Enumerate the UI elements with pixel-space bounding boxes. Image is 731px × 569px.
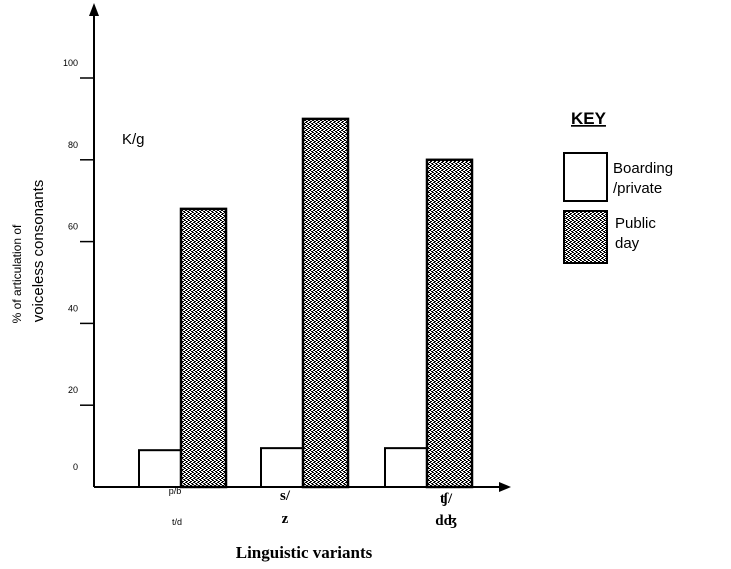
bar-public-day-1 bbox=[179, 207, 228, 489]
x-tick-label-2-line2: z bbox=[282, 511, 289, 527]
legend-swatch-boarding-private bbox=[563, 152, 608, 202]
y-tick-label-100: 100 bbox=[63, 58, 78, 68]
y-axis-label-line2: voiceless consonants bbox=[30, 180, 47, 323]
legend: KEY Boarding /private Public day bbox=[563, 109, 673, 264]
y-tick-label-40: 40 bbox=[68, 303, 78, 313]
x-tick-label-2-line1: s/ bbox=[280, 488, 291, 504]
x-tick-labels: p/b t/d s/z ʧ/dʤ bbox=[169, 486, 457, 529]
x-axis-arrow bbox=[499, 482, 511, 492]
bars bbox=[138, 117, 474, 489]
legend-label-boarding-line2: /private bbox=[613, 180, 662, 197]
x-axis-label: Linguistic variants bbox=[236, 543, 373, 562]
bar-boarding-private-3 bbox=[384, 447, 428, 488]
y-axis-arrow bbox=[89, 3, 99, 16]
y-tick-label-0: 0 bbox=[73, 462, 78, 472]
legend-label-public-line2: day bbox=[615, 235, 640, 252]
bar-public-day-2 bbox=[301, 117, 350, 489]
bar-boarding-private-1 bbox=[138, 449, 182, 489]
x-tick-label-1-line2: t/d bbox=[172, 517, 182, 527]
legend-label-public-line1: Public bbox=[615, 215, 656, 232]
x-tick-label-3-line2: dʤ bbox=[435, 513, 456, 529]
bar-public-day-3 bbox=[425, 158, 474, 489]
chart-annotation: K/g bbox=[122, 131, 145, 148]
y-tick-label-20: 20 bbox=[68, 385, 78, 395]
bar-boarding-private-2 bbox=[260, 447, 304, 488]
y-tick-label-80: 80 bbox=[68, 140, 78, 150]
x-tick-label-1-line1: p/b bbox=[169, 486, 182, 496]
legend-swatch-public-day bbox=[563, 210, 608, 264]
legend-title: KEY bbox=[571, 109, 607, 128]
x-tick-label-3-line1: ʧ/ bbox=[440, 491, 453, 507]
y-tick-label-60: 60 bbox=[68, 222, 78, 232]
y-ticks: 0 20 40 60 80 100 bbox=[63, 58, 94, 472]
y-axis-label-line1: % of articulation of bbox=[10, 224, 24, 323]
legend-label-boarding-line1: Boarding bbox=[613, 160, 673, 177]
